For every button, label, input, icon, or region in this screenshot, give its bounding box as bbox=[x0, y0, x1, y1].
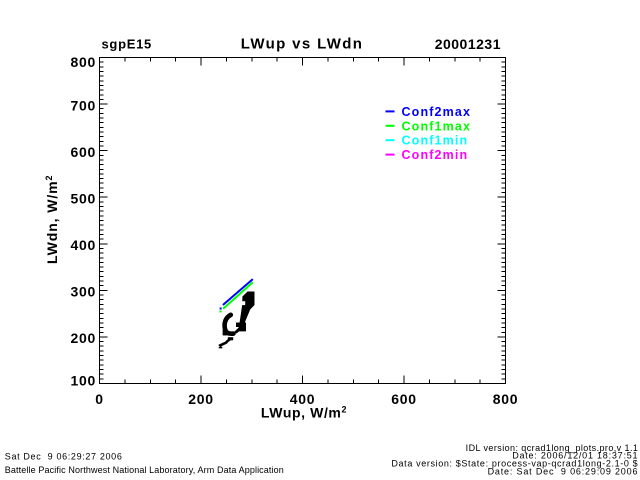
svg-text:Conf1max: Conf1max bbox=[402, 119, 472, 133]
svg-text:20001231: 20001231 bbox=[435, 36, 501, 52]
svg-text:200: 200 bbox=[188, 391, 213, 407]
svg-text:Battelle Pacific Northwest Nat: Battelle Pacific Northwest National Labo… bbox=[5, 465, 284, 475]
svg-text:LWup, W/m2: LWup, W/m2 bbox=[261, 405, 347, 421]
svg-text:LWdn, W/m2: LWdn, W/m2 bbox=[44, 175, 60, 264]
svg-text:800: 800 bbox=[493, 391, 518, 407]
svg-text:Conf1min: Conf1min bbox=[402, 134, 469, 148]
svg-text:600: 600 bbox=[71, 144, 96, 160]
svg-text:200: 200 bbox=[71, 330, 96, 346]
svg-text:sgpE15: sgpE15 bbox=[102, 36, 152, 51]
svg-text:Conf2min: Conf2min bbox=[402, 148, 469, 162]
svg-text:Date: Sat Dec 9 06:29:09 2006: Date: Sat Dec 9 06:29:09 2006 bbox=[488, 466, 639, 476]
svg-text:Conf2max: Conf2max bbox=[402, 105, 472, 119]
svg-text:Sat Dec 9 06:29:27 2006: Sat Dec 9 06:29:27 2006 bbox=[5, 451, 123, 461]
svg-text:100: 100 bbox=[71, 372, 96, 388]
svg-text:0: 0 bbox=[95, 391, 104, 407]
svg-text:400: 400 bbox=[290, 391, 315, 407]
svg-text:500: 500 bbox=[71, 191, 96, 207]
svg-text:Date: 2006/12/01 18:37:51: Date: 2006/12/01 18:37:51 bbox=[512, 451, 638, 461]
svg-text:Data version: $State: process-: Data version: $State: process-vap-qcrad1… bbox=[391, 459, 638, 469]
svg-text:800: 800 bbox=[71, 54, 96, 70]
svg-text:LWup vs LWdn: LWup vs LWdn bbox=[241, 36, 364, 53]
svg-text:IDL version: qcrad1long_plots.: IDL version: qcrad1long_plots.pro,v 1.1 bbox=[466, 443, 639, 453]
svg-text:400: 400 bbox=[71, 237, 96, 253]
svg-text:700: 700 bbox=[71, 97, 96, 113]
svg-text:300: 300 bbox=[71, 284, 96, 300]
svg-text:600: 600 bbox=[391, 391, 416, 407]
